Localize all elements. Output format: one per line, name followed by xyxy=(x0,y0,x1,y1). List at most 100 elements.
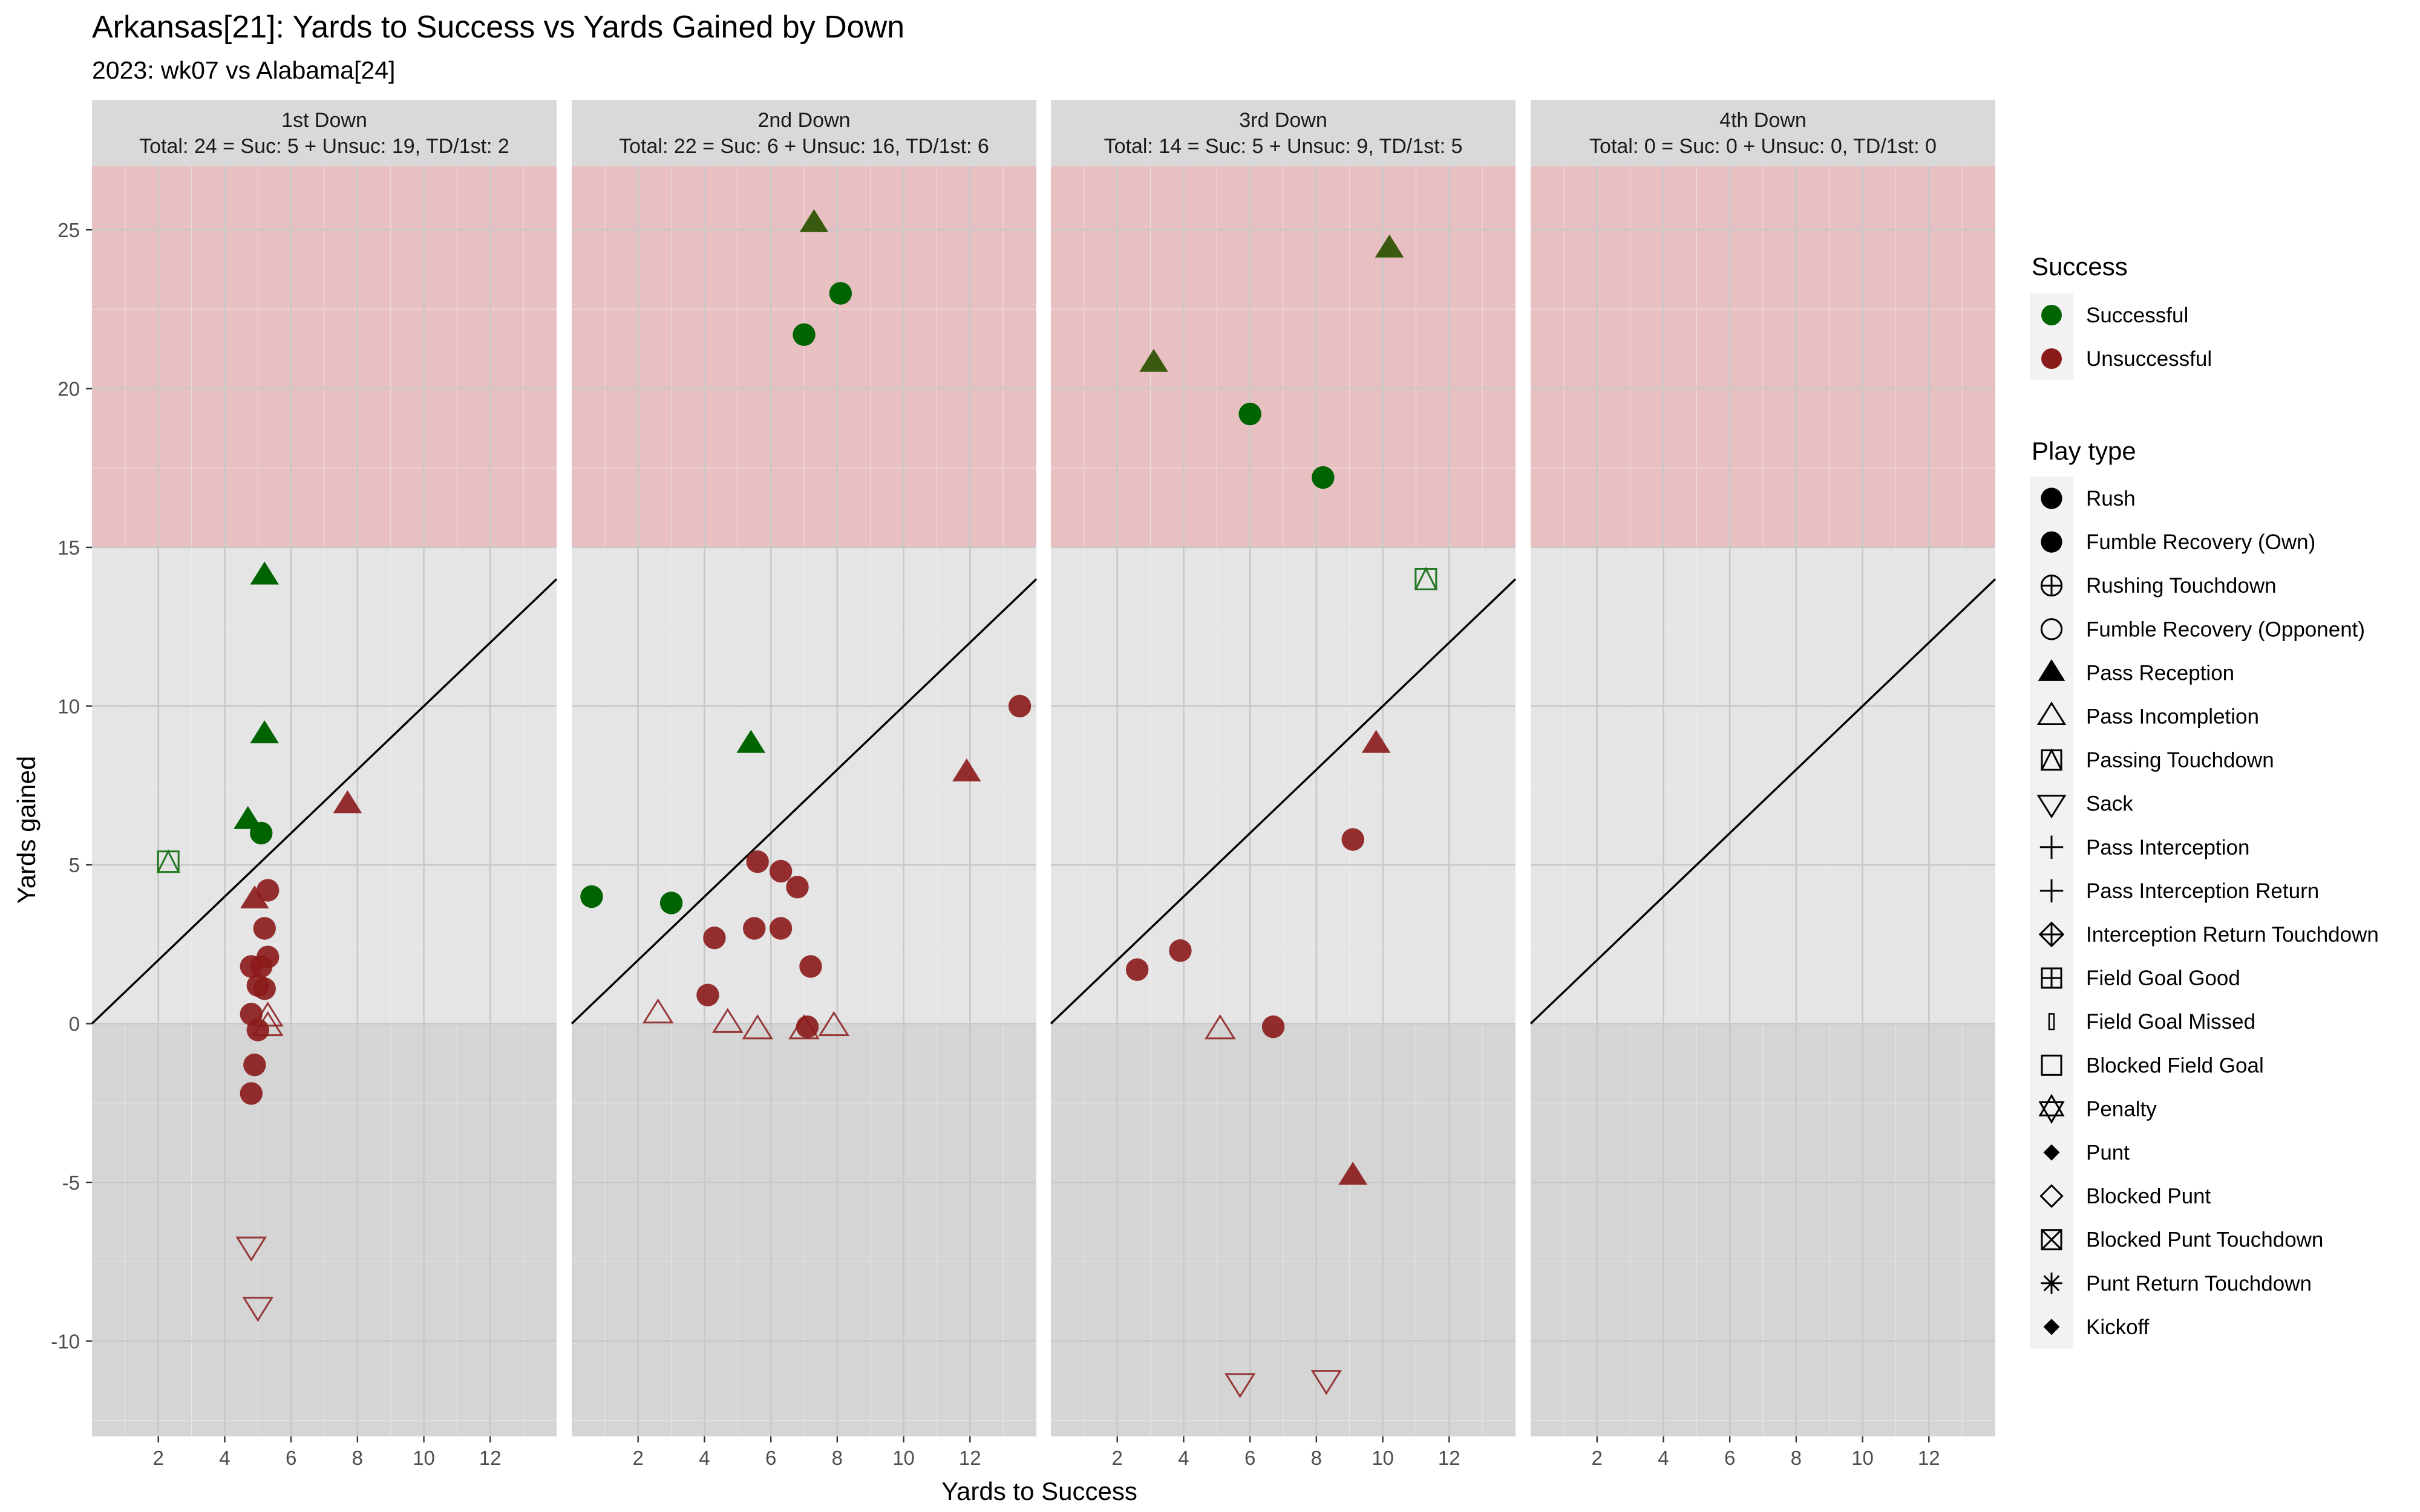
legend-shape xyxy=(2041,1054,2062,1076)
x-axis-title: Yards to Success xyxy=(941,1477,1137,1505)
marker-body xyxy=(786,876,809,899)
marker-body xyxy=(250,821,273,845)
data-point xyxy=(818,1011,850,1037)
x-tick-label: 8 xyxy=(1791,1447,1802,1469)
data-point xyxy=(1125,958,1149,981)
data-point xyxy=(242,1297,274,1322)
data-point xyxy=(696,983,719,1006)
facet-panel-3: 3rd Down Total: 14 = Suc: 5 + Unsuc: 9, T… xyxy=(1050,100,1517,1469)
data-point xyxy=(769,917,793,940)
data-point xyxy=(642,998,674,1024)
x-tick-label: 12 xyxy=(959,1447,981,1469)
x-tick-label: 2 xyxy=(153,1447,164,1469)
legend-label: Unsuccessful xyxy=(2086,347,2212,371)
marker-body xyxy=(712,1008,744,1033)
marker-cross xyxy=(2042,968,2061,988)
marker-body xyxy=(250,955,273,978)
legend-shape xyxy=(2041,1272,2062,1294)
legend: Success Successful Unsuccessful Play type… xyxy=(2030,252,2379,1349)
legend-label: Passing Touchdown xyxy=(2086,749,2274,772)
legend-key-successful xyxy=(2041,305,2062,325)
x-tick-label: 10 xyxy=(892,1447,915,1469)
x-tick-label: 6 xyxy=(765,1447,776,1469)
data-point xyxy=(240,885,269,909)
marker-body xyxy=(2041,1229,2062,1251)
data-point xyxy=(769,859,793,883)
facet-strip-summary: Total: 14 = Suc: 5 + Unsuc: 9, TD/1st: 5 xyxy=(1104,135,1463,158)
facet-strip-label: 4th Down xyxy=(1719,109,1807,132)
marker-body xyxy=(642,998,674,1024)
legend-label: Pass Reception xyxy=(2086,661,2234,685)
x-tick-label: 4 xyxy=(1658,1447,1669,1469)
data-point xyxy=(253,977,276,1000)
data-point xyxy=(580,885,603,908)
legend-label: Field Goal Good xyxy=(2086,966,2240,990)
marker-body xyxy=(1224,1373,1256,1398)
data-point xyxy=(799,209,829,232)
reference-line xyxy=(91,578,558,1025)
legend-shape xyxy=(2041,531,2062,553)
y-tick-label: 15 xyxy=(57,536,80,559)
marker-body xyxy=(2038,1093,2065,1116)
data-point xyxy=(252,1002,284,1027)
y-tick-label: -5 xyxy=(62,1171,80,1194)
legend-key-bg xyxy=(2030,738,2073,782)
data-point xyxy=(799,955,822,978)
legend-key-bg xyxy=(2030,694,2073,738)
marker-body xyxy=(240,885,269,909)
marker-body xyxy=(769,917,793,940)
legend-success-title: Success xyxy=(2032,252,2128,281)
marker-triangle xyxy=(2040,748,2063,771)
data-point xyxy=(250,955,273,978)
data-point xyxy=(1261,1015,1285,1038)
marker-body xyxy=(1361,729,1391,753)
legend-shape xyxy=(2041,487,2062,509)
legend-label: Kickoff xyxy=(2086,1315,2150,1339)
marker-body xyxy=(2039,835,2064,859)
legend-label: Successful xyxy=(2086,304,2188,327)
y-tick-label: 10 xyxy=(57,696,80,718)
marker-body xyxy=(2036,701,2067,726)
x-tick-label: 2 xyxy=(1592,1447,1603,1469)
data-point xyxy=(829,282,852,305)
marker-body xyxy=(1341,828,1364,851)
data-point xyxy=(1310,1370,1342,1395)
facet-panel-4: 4th Down Total: 0 = Suc: 0 + Unsuc: 0, TD… xyxy=(1529,100,1996,1469)
data-point xyxy=(243,1054,266,1077)
legend-shape xyxy=(2040,618,2063,640)
x-tick-label: 8 xyxy=(1311,1447,1322,1469)
legend-shape xyxy=(2036,701,2067,726)
data-point xyxy=(1204,1014,1236,1040)
marker-body xyxy=(659,891,683,914)
marker-body xyxy=(799,955,822,978)
marker-cross xyxy=(2041,575,2062,596)
marker-body xyxy=(1125,958,1149,981)
data-point xyxy=(252,1011,284,1037)
data-point xyxy=(952,758,981,782)
marker-body xyxy=(799,209,829,232)
x-tick-label: 6 xyxy=(1724,1447,1735,1469)
data-point xyxy=(746,850,769,873)
legend-label: Fumble Recovery (Opponent) xyxy=(2086,618,2365,641)
marker-body xyxy=(253,917,276,940)
y-tick-label: 5 xyxy=(69,854,80,876)
x-tick-label: 2 xyxy=(1112,1447,1123,1469)
legend-label: Pass Interception Return xyxy=(2086,879,2319,903)
data-point xyxy=(786,876,809,899)
marker-body xyxy=(252,1002,284,1027)
legend-label: Rush xyxy=(2086,487,2136,510)
data-point xyxy=(240,1082,263,1105)
marker-body xyxy=(1338,1161,1367,1185)
marker-body xyxy=(818,1011,850,1037)
data-point xyxy=(1224,1373,1256,1398)
legend-play-items: Rush Fumble Recovery (Own) Rushing Touchdo… xyxy=(2030,477,2379,1349)
legend-shape xyxy=(2039,879,2064,903)
marker-body xyxy=(952,758,981,782)
x-tick-label: 12 xyxy=(1918,1447,1940,1469)
data-point xyxy=(257,879,280,902)
marker-body xyxy=(1375,234,1404,258)
marker-body xyxy=(1204,1014,1236,1040)
marker-body xyxy=(1238,402,1261,426)
reference-line xyxy=(1050,578,1517,1025)
marker-body xyxy=(2041,1054,2062,1076)
